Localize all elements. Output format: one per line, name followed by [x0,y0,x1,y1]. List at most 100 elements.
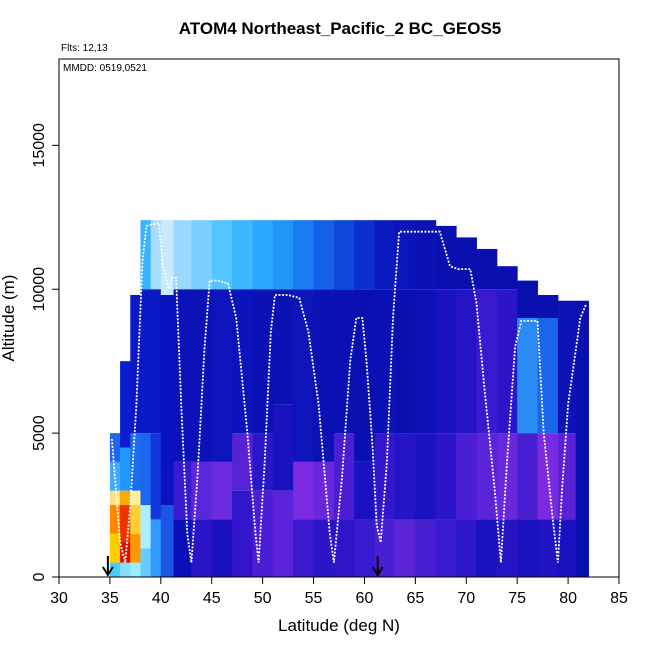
dates-annotation: MMDD: 0519,0521 [63,63,147,74]
y-tick-label: 0 [31,572,48,581]
marker-arrow-head [371,566,384,577]
heatmap-cell [160,294,175,506]
heatmap-cell [150,433,162,520]
heatmap-cell [456,237,477,290]
heatmap-cell [109,505,121,534]
heatmap-cell [517,280,539,318]
heatmap-cell [109,490,121,506]
heatmap-cell [537,294,559,318]
heatmap-cell [252,289,274,434]
marker-arrow-head [102,566,114,577]
heatmap-cell [415,519,437,577]
heatmap-cell [232,490,253,577]
heatmap-cell [293,519,315,577]
x-tick-label: 45 [203,590,221,607]
heatmap-cell [313,461,335,520]
heatmap-cell [456,519,477,577]
heatmap-cell [173,461,192,520]
heatmap-cell [109,433,121,462]
x-tick-label: 85 [610,590,628,607]
x-tick-label: 55 [305,590,323,607]
heatmap-cell [476,433,498,520]
heatmap-cell [120,490,131,506]
heatmap-cell [293,220,315,290]
heatmap-cell [435,519,457,577]
x-axis-label: Latitude (deg N) [278,616,400,635]
heatmap-cell [333,289,355,434]
heatmap-cell [191,289,213,462]
x-tick-label: 40 [152,590,170,607]
heatmap-cell [140,433,152,506]
heatmap-cell [232,220,253,290]
heatmap-cell [130,294,141,434]
heatmap-cell [354,519,376,577]
plot-frame [58,58,620,578]
heatmap-cell [435,289,457,434]
heatmap-cell [476,289,498,434]
heatmap-cell [140,548,152,577]
heatmap-cell [109,533,121,563]
chart-title: ATOM4 Northeast_Pacific_2 BC_GEOS5 [179,19,502,38]
heatmap-cell [517,519,539,577]
heatmap-cell [354,220,376,290]
heatmap-cell [173,289,192,462]
heatmap-cell [354,461,376,520]
heatmap-cell [120,562,131,577]
heatmap-cell [395,289,416,434]
heatmap-cell [517,433,539,520]
heatmap-cell [191,220,213,290]
heatmap-cell [211,461,233,520]
heatmap-cell [496,289,518,434]
heatmap-cell [130,433,141,491]
heatmap-cell [333,433,355,520]
heatmap-cell [272,220,294,290]
heatmap-cell [150,289,162,434]
heatmap-cell [333,220,355,290]
heatmap-cell [557,433,577,520]
heatmap-cell [517,318,539,434]
heatmap-cell [150,519,162,577]
heatmap-cell [415,220,437,290]
heatmap-cell [211,220,233,290]
heatmap-cell [140,505,152,549]
heatmap-cell [395,519,416,577]
y-tick-label: 15000 [31,123,48,168]
heatmap-cell [557,300,577,434]
heatmap-cell [496,266,518,290]
heatmap-cell [140,220,152,290]
heatmap-cell [130,562,141,577]
y-axis: 0 5000 10000 15000 [31,123,59,581]
heatmap-cell [456,289,477,434]
heatmap-cell [272,490,294,577]
x-tick-label: 75 [508,590,526,607]
heatmap-cell [211,519,233,577]
heatmap-cell [293,461,315,520]
heatmap-cell [120,361,131,448]
flight-track-line [111,221,588,563]
y-tick-label: 10000 [31,267,48,312]
heatmap-cell [557,519,577,577]
heatmap-cell [211,289,233,462]
heatmap-cell [415,433,437,520]
heatmap-cell [272,289,294,405]
heatmap-cell [395,433,416,520]
x-axis: 30 35 40 45 50 55 60 65 70 75 80 85 [50,577,628,607]
marker-layer [102,556,384,577]
heatmap-cell [120,447,131,491]
heatmap-cell [476,248,498,290]
heatmap-cell [173,220,192,290]
heatmap-cell [252,433,274,491]
heatmap-cell [313,220,335,290]
heatmap-cell [252,220,274,290]
heatmap-cell [272,404,294,491]
x-tick-label: 70 [457,590,475,607]
heatmap-cell [374,433,396,520]
x-tick-label: 60 [356,590,374,607]
x-tick-label: 80 [559,590,577,607]
heatmap-cell [575,300,589,577]
heatmap-cell [191,461,213,520]
heatmap-cell [537,318,559,434]
heatmap-cell [456,433,477,520]
heatmap-cell [130,505,141,534]
